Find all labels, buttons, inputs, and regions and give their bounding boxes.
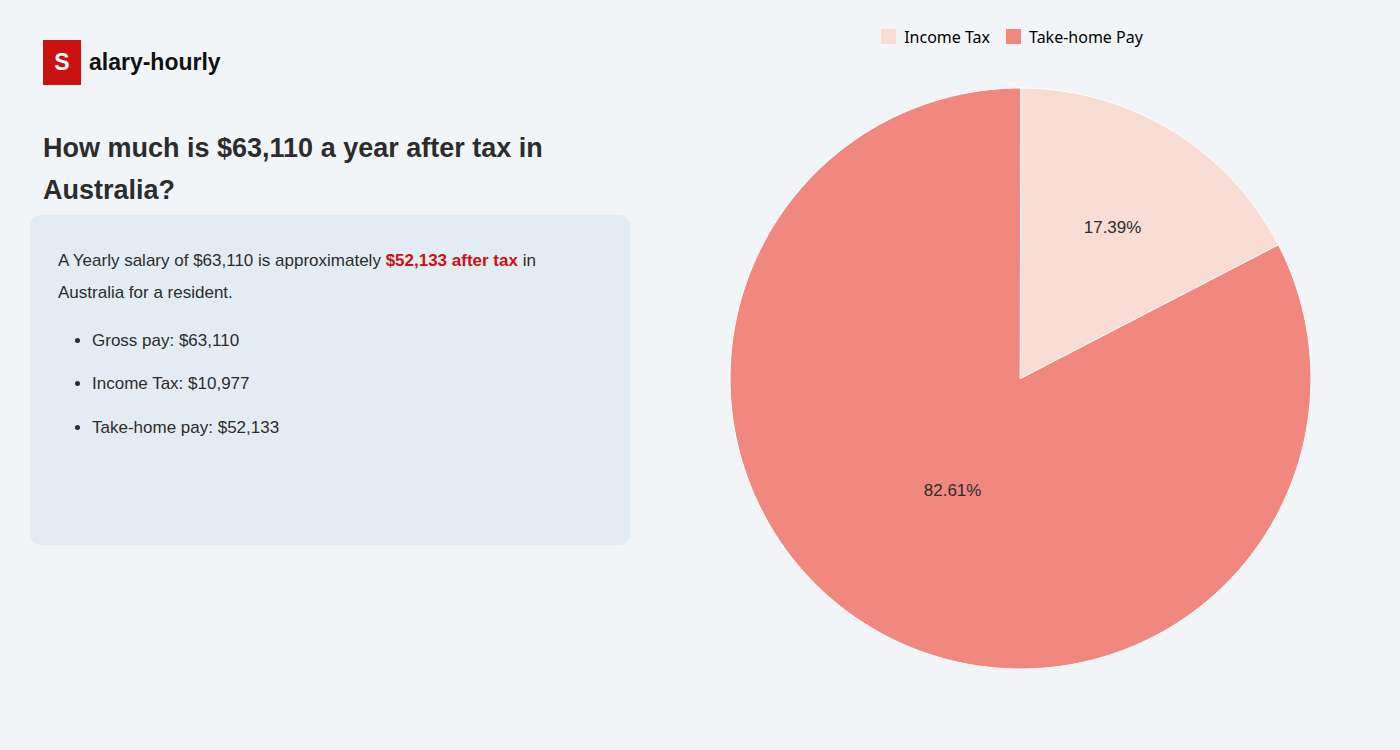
html-text:Income Tax: Income Tax — [904, 25, 990, 48]
html-text:Australia for a resident.: Australia for a resident. — [58, 283, 233, 303]
html-text:Income Tax: $10,977: Income Tax: $10,977 — [92, 374, 250, 394]
svg-text:17.39%: 17.39% — [1084, 218, 1142, 237]
html-text:A Yearly salary of $63,110 is: A Yearly salary of $63,110 is approximat… — [58, 251, 536, 270]
html-text:Gross pay: $63,110: Gross pay: $63,110 — [92, 330, 240, 350]
html-text:Take-home pay: $52,133: Take-home pay: $52,133 — [92, 418, 280, 437]
html-text:alary-hourly: alary-hourly — [89, 49, 221, 75]
html-text:Take-home Pay: Take-home Pay — [1029, 25, 1143, 48]
svg-text:82.61%: 82.61% — [924, 481, 982, 500]
html-text:S: S — [54, 49, 70, 75]
html-text:How much is $63,110 a year aft: How much is $63,110 a year after tax in … — [43, 133, 543, 205]
